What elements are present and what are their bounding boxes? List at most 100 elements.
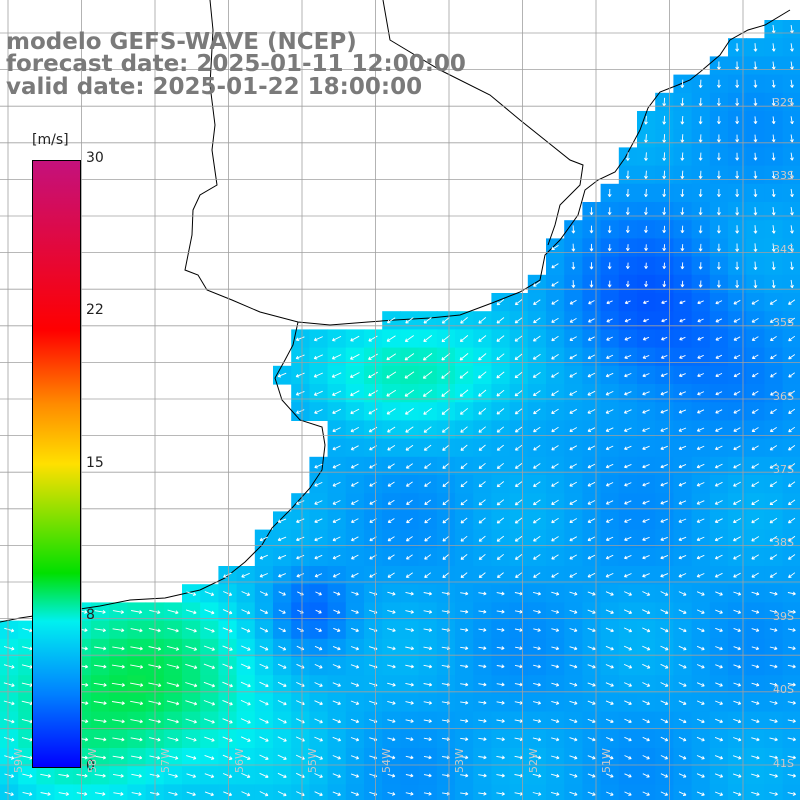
wind-arrow	[533, 682, 541, 687]
wind-arrow	[387, 445, 396, 451]
wind-arrow	[167, 755, 179, 760]
wind-arrow	[314, 682, 323, 687]
wind-arrow	[642, 700, 651, 705]
wind-arrow	[587, 664, 596, 669]
wind-arrow	[678, 700, 687, 705]
wind-arrow	[94, 610, 106, 614]
wind-arrow	[588, 318, 595, 323]
wind-arrow	[332, 445, 341, 451]
wind-arrow	[769, 517, 778, 524]
wind-arrow	[551, 372, 559, 378]
wind-speed-cell	[182, 784, 201, 800]
wind-arrow	[569, 499, 578, 505]
wind-arrow	[551, 517, 559, 524]
wind-arrow	[644, 244, 648, 251]
wind-arrow	[717, 225, 721, 234]
wind-arrow	[386, 371, 397, 379]
wind-arrow	[112, 646, 125, 651]
wind-arrow	[478, 535, 486, 542]
wind-arrow	[678, 682, 687, 687]
wind-arrow	[698, 280, 703, 288]
wind-arrow	[696, 536, 705, 542]
wind-arrow	[733, 372, 741, 378]
wind-speed-cell	[546, 784, 565, 800]
wind-arrow	[698, 134, 703, 143]
wind-arrow	[771, 79, 776, 88]
wind-arrow	[478, 426, 486, 433]
wind-arrow	[185, 645, 198, 651]
wind-arrow	[478, 553, 486, 560]
wind-arrow	[606, 318, 613, 323]
wind-arrow	[678, 736, 687, 742]
wind-arrow	[496, 755, 505, 760]
wind-arrow	[424, 499, 431, 506]
wind-arrow	[167, 737, 179, 742]
wind-arrow	[313, 372, 323, 378]
latitude-label: 34S	[773, 242, 794, 256]
wind-arrow	[589, 262, 594, 270]
wind-arrow	[624, 500, 632, 505]
wind-arrow	[259, 609, 269, 615]
wind-arrow	[532, 773, 542, 778]
wind-arrow	[790, 207, 794, 216]
wind-arrow	[788, 372, 795, 378]
wind-arrow	[715, 354, 723, 359]
wind-arrow	[696, 463, 705, 469]
wind-arrow	[3, 737, 15, 742]
wind-arrow	[624, 445, 632, 451]
wind-arrow	[185, 700, 198, 706]
wind-arrow	[333, 609, 341, 614]
wind-arrow	[387, 719, 396, 723]
wind-arrow	[787, 481, 796, 487]
wind-arrow	[532, 335, 541, 342]
wind-arrow	[753, 98, 758, 106]
wind-arrow	[569, 755, 578, 760]
wind-arrow	[550, 755, 560, 760]
wind-arrow	[753, 225, 758, 234]
wind-arrow	[351, 518, 359, 524]
wind-arrow	[551, 245, 559, 251]
wind-arrow	[314, 791, 323, 797]
wind-arrow	[678, 518, 687, 523]
wind-arrow	[478, 646, 487, 651]
wind-arrow	[533, 463, 541, 469]
wind-arrow	[551, 463, 559, 469]
wind-arrow	[387, 791, 396, 796]
wind-arrow	[424, 481, 432, 487]
wind-arrow	[660, 773, 669, 778]
wind-arrow	[770, 354, 777, 360]
wind-arrow	[696, 755, 705, 760]
wind-arrow	[769, 336, 777, 342]
wind-arrow	[387, 646, 396, 651]
wind-arrow	[404, 408, 414, 415]
wind-arrow	[533, 281, 541, 287]
wind-arrow	[678, 482, 687, 487]
wind-arrow	[314, 573, 323, 578]
wind-arrow	[130, 700, 144, 706]
wind-arrow	[680, 207, 685, 216]
wind-arrow	[4, 791, 14, 797]
wind-arrow	[660, 554, 669, 560]
wind-arrow	[533, 445, 541, 451]
wind-arrow	[643, 318, 649, 323]
wind-arrow	[735, 98, 740, 106]
wind-arrow	[571, 261, 576, 270]
wind-arrow	[113, 773, 124, 778]
wind-arrow	[790, 243, 794, 252]
wind-arrow	[769, 499, 778, 506]
wind-arrow	[571, 225, 576, 234]
wind-arrow	[696, 718, 705, 724]
wind-arrow	[278, 645, 287, 651]
wind-arrow	[735, 116, 740, 125]
wind-arrow	[278, 573, 286, 578]
wind-arrow	[714, 500, 723, 505]
wind-arrow	[442, 572, 450, 579]
wind-speed-cell	[18, 784, 37, 800]
wind-arrow	[605, 609, 614, 614]
wind-arrow	[733, 481, 741, 487]
wind-arrow	[514, 463, 523, 469]
wind-arrow	[460, 628, 469, 632]
wind-arrow	[186, 791, 196, 797]
wind-arrow	[678, 554, 687, 560]
wind-arrow	[733, 336, 741, 341]
